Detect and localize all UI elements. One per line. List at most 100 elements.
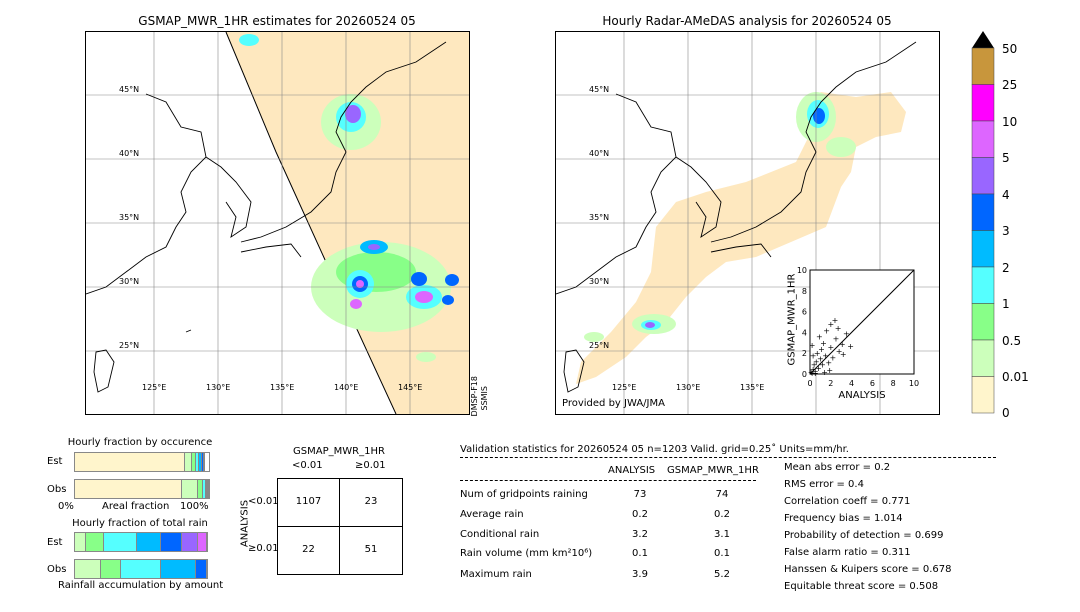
scatter-point: +: [815, 364, 822, 373]
occurrence-obs-label: Obs: [47, 484, 67, 495]
colorbar-label: 0.5: [1002, 334, 1022, 348]
scatter-point: +: [823, 326, 830, 335]
colorbar-cell: [971, 266, 995, 304]
left-map-title: GSMAP_MWR_1HR estimates for 20260524 05: [138, 14, 416, 28]
lon-label: 135°E: [740, 383, 765, 392]
score-far: False alarm ratio = 0.311: [784, 547, 911, 558]
fraction-segment: [75, 480, 182, 498]
validation-row-label: Maximum rain: [460, 569, 532, 580]
validation-row-label: Num of gridpoints raining: [460, 489, 588, 500]
score-pod: Probability of detection = 0.699: [784, 530, 944, 541]
colorbar-label: 2: [1002, 261, 1010, 275]
validation-col-analysis: ANALYSIS: [608, 465, 656, 476]
occurrence-axis-right: 100%: [180, 501, 209, 512]
scatter-point: +: [825, 359, 832, 368]
left-map-svg: [86, 32, 469, 414]
lat-label: 35°N: [119, 213, 140, 222]
colorbar-cell: [971, 339, 995, 377]
fraction-segment: [197, 480, 204, 498]
scatter-point: +: [835, 324, 842, 333]
scatter-point: +: [827, 320, 834, 329]
fraction-segment: [75, 533, 86, 551]
fraction-segment: [75, 560, 102, 578]
validation-col-gsmap: GSMAP_MWR_1HR: [667, 465, 759, 476]
scatter-plot: ++++++++++ +++++ +++++++++++++++++ 0 2 4 6 8 10…: [797, 266, 919, 388]
scatter-xlabel: ANALYSIS: [838, 390, 886, 401]
scatter-ytick-label: 4: [802, 328, 807, 337]
right-map-svg: [556, 32, 939, 414]
occurrence-est-bar: [74, 452, 210, 472]
score-frequency-bias: Frequency bias = 1.014: [784, 513, 903, 524]
validation-row-label: Conditional rain: [460, 529, 540, 540]
contingency-c22: 51: [364, 544, 378, 555]
scatter-point: +: [813, 358, 820, 367]
scatter-xtick-label: 10: [909, 379, 919, 388]
total-rain-footer: Rainfall accumulation by amount: [58, 580, 224, 591]
lat-label: 25°N: [119, 341, 140, 350]
scatter-point: +: [817, 354, 824, 363]
scatter-point: +: [822, 351, 829, 360]
scatter-point: +: [827, 343, 834, 352]
rain-patch: [826, 137, 856, 157]
right-map-title: Hourly Radar-AMeDAS analysis for 2026052…: [602, 14, 892, 28]
scatter-point: +: [847, 342, 854, 351]
scatter-point: +: [826, 366, 833, 375]
scatter-xtick-label: 8: [891, 379, 896, 388]
scatter-ytick-label: 10: [797, 266, 807, 275]
rain-patch: [239, 34, 259, 46]
left-map-panel: 45°N 40°N 35°N 30°N 25°N 125°E 130°E 135…: [85, 31, 470, 415]
colorbar-cell: [971, 303, 995, 341]
colorbar-label: 0.01: [1002, 370, 1029, 384]
scatter-xtick-label: 4: [849, 379, 854, 388]
colorbar-label: 10: [1002, 115, 1018, 129]
fraction-segment: [137, 533, 161, 551]
fraction-segment: [101, 560, 122, 578]
sensor-label: SSMIS: [480, 386, 489, 411]
fraction-segment: [201, 453, 204, 471]
scatter-point: +: [832, 316, 839, 325]
swath-edge: [225, 32, 397, 414]
lat-label: 30°N: [119, 277, 140, 286]
fraction-segment: [191, 453, 196, 471]
lon-label: 130°E: [206, 383, 231, 392]
fraction-segment: [203, 480, 206, 498]
scatter-point: +: [810, 351, 817, 360]
fraction-segment: [195, 453, 199, 471]
validation-row-gsmap: 3.1: [714, 529, 730, 540]
colorbar-label: 3: [1002, 224, 1010, 238]
colorbar-label: 5: [1002, 151, 1010, 165]
fraction-segment: [203, 453, 205, 471]
coastline: [86, 41, 447, 393]
colorbar-label: 1: [1002, 297, 1010, 311]
fraction-segment: [197, 533, 207, 551]
scatter-point: +: [830, 353, 837, 362]
total-rain-est-label: Est: [47, 537, 63, 548]
coastline: [556, 41, 917, 393]
validation-row-gsmap: 74: [715, 489, 729, 500]
rain-patch: [645, 322, 655, 328]
total-rain-title: Hourly fraction of total rain: [72, 518, 208, 529]
rain-patch: [411, 272, 427, 286]
scatter-xtick-label: 2: [828, 379, 833, 388]
scatter-ytick-label: 8: [802, 287, 807, 296]
colorbar-cell: [971, 157, 995, 195]
colorbar-cell: [971, 47, 995, 85]
contingency-c11: 1107: [295, 496, 322, 507]
scatter-point: +: [814, 349, 821, 358]
table-divider: [278, 526, 402, 527]
lon-label: 140°E: [334, 383, 359, 392]
scatter-point: +: [816, 333, 823, 342]
scatter-ytick-label: 2: [802, 349, 807, 358]
validation-row-analysis: 0.2: [632, 509, 648, 520]
occurrence-title: Hourly fraction by occurence: [67, 437, 213, 448]
validation-row-label: Rain volume (mm km²10⁶): [460, 548, 593, 559]
fraction-segment: [181, 480, 198, 498]
rain-patch: [350, 299, 362, 309]
fraction-segment: [160, 533, 182, 551]
scatter-point: +: [808, 368, 815, 377]
validation-row-analysis: 0.1: [632, 548, 648, 559]
data-credit: Provided by JWA/JMA: [562, 398, 665, 409]
fraction-segment: [198, 453, 202, 471]
fraction-segment: [160, 560, 197, 578]
contingency-row1: <0.01: [248, 496, 279, 507]
